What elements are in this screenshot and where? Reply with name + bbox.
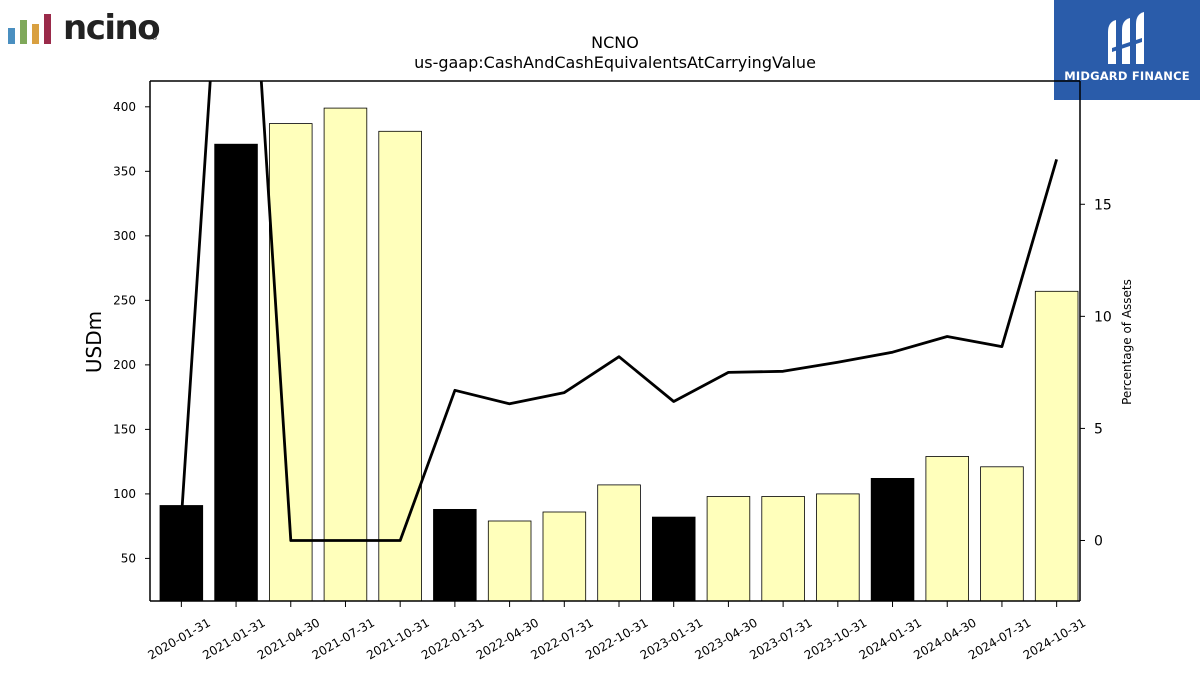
y-tick-label-200: 200	[113, 358, 136, 372]
bar-2021-01-31	[214, 143, 258, 602]
ncino-wordmark: ncino	[63, 8, 161, 48]
bar-2023-04-30	[706, 496, 751, 602]
bar-2020-01-31	[159, 505, 204, 602]
midgard-brand-text: MIDGARD FINANCE	[1064, 69, 1190, 83]
y-tick-label-100: 100	[113, 487, 136, 501]
bar-2021-07-31	[323, 107, 368, 602]
bar-2024-10-31	[1034, 290, 1079, 602]
bar-2024-01-31	[870, 477, 915, 602]
chart-title: NCNO	[591, 33, 639, 52]
y2-tick-label-0: 0	[1094, 533, 1103, 549]
bar-2023-10-31	[816, 493, 860, 602]
y-axis-label: USDm	[82, 311, 106, 373]
plot-area: 501001502002503003504000510152020-01-312…	[113, 80, 1112, 662]
bar-2024-04-30	[925, 456, 970, 602]
bar-2022-04-30	[487, 520, 532, 602]
bar-2022-10-31	[597, 484, 641, 602]
y-tick-label-250: 250	[113, 293, 136, 307]
logo-bar-1	[8, 28, 15, 44]
ncino-logo: ncino ®	[6, 6, 166, 48]
bar-2023-07-31	[761, 496, 805, 602]
y2-tick-label-15: 15	[1094, 197, 1112, 213]
y-tick-label-50: 50	[121, 551, 136, 565]
chart-subtitle: us-gaap:CashAndCashEquivalentsAtCarrying…	[414, 53, 816, 72]
bar-2024-07-31	[980, 466, 1024, 602]
x-tick-label-2024-10-31: 2024-10-31	[1021, 615, 1088, 662]
percentage-of-assets-line	[180, 81, 1058, 542]
y2-axis-label: Percentage of Assets	[1120, 279, 1134, 405]
y-tick-label-400: 400	[113, 100, 136, 114]
bar-2021-10-31	[378, 130, 422, 602]
y2-tick-label-10: 10	[1094, 309, 1112, 325]
logo-bar-3	[32, 24, 39, 44]
registered-mark: ®	[151, 34, 158, 42]
logo-bar-2	[20, 20, 27, 44]
y2-tick-label-5: 5	[1094, 421, 1103, 437]
bar-2022-01-31	[433, 508, 477, 602]
y-tick-label-150: 150	[113, 422, 136, 436]
y-tick-label-300: 300	[113, 229, 136, 243]
bar-2023-01-31	[652, 516, 696, 602]
midgard-mark-icon	[1108, 12, 1144, 64]
midgard-finance-logo: MIDGARD FINANCE	[1054, 0, 1200, 100]
bar-2022-07-31	[542, 511, 587, 602]
y-tick-label-350: 350	[113, 164, 136, 178]
logo-bar-4	[44, 14, 51, 44]
